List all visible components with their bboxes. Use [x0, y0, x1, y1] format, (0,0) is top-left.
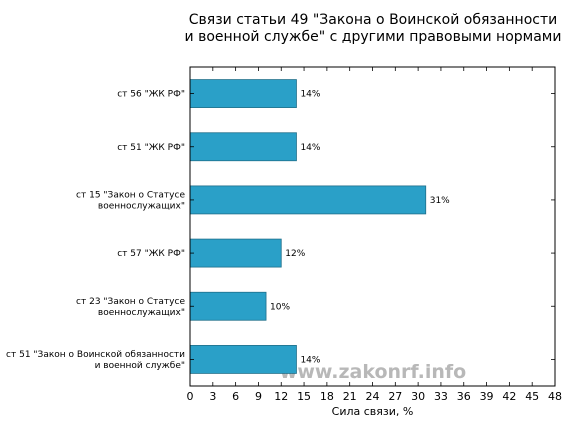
bar	[189, 79, 297, 108]
x-tick-label: 33	[434, 390, 448, 403]
x-tick-label: 36	[457, 390, 471, 403]
x-tick-label: 30	[411, 390, 425, 403]
x-tick-label: 3	[209, 390, 216, 403]
x-tick-label: 0	[187, 390, 194, 403]
category-label: ст 56 "ЖК РФ"	[117, 90, 185, 100]
x-tick-label: 42	[502, 390, 516, 403]
bar	[189, 238, 282, 268]
category-label: ст 15 "Закон о Статусе военнослужащих"	[76, 190, 185, 211]
data-label: 14%	[300, 143, 320, 153]
data-label: 14%	[300, 355, 320, 365]
x-tick-label: 15	[297, 390, 311, 403]
x-tick-label: 12	[274, 390, 288, 403]
chart-title: Связи статьи 49 "Закона о Воинской обяза…	[185, 12, 562, 45]
data-label: 10%	[270, 302, 290, 312]
data-label: 14%	[300, 90, 320, 100]
plot-frame	[189, 66, 556, 387]
x-tick-label: 18	[320, 390, 334, 403]
x-tick-label: 24	[366, 390, 380, 403]
x-tick-label: 6	[232, 390, 239, 403]
category-label: ст 23 "Закон о Статусе военнослужащих"	[76, 297, 185, 318]
x-tick-label: 9	[255, 390, 262, 403]
bar	[189, 185, 427, 215]
category-label: ст 51 "ЖК РФ"	[117, 143, 185, 153]
x-tick-label: 27	[388, 390, 402, 403]
x-tick-label: 39	[480, 390, 494, 403]
data-label: 31%	[430, 196, 450, 206]
data-label: 12%	[285, 249, 305, 259]
category-label: ст 51 "Закон о Воинской обязанности и вое…	[6, 350, 185, 371]
x-tick-label: 21	[343, 390, 357, 403]
x-tick-label: 48	[548, 390, 562, 403]
bar	[189, 291, 267, 321]
bar	[189, 345, 297, 374]
watermark: www.zakonrf.info	[280, 361, 466, 383]
bar	[189, 132, 297, 162]
x-tick-label: 45	[525, 390, 539, 403]
x-axis-label: Сила связи, %	[332, 405, 414, 418]
category-label: ст 57 "ЖК РФ"	[117, 249, 185, 259]
